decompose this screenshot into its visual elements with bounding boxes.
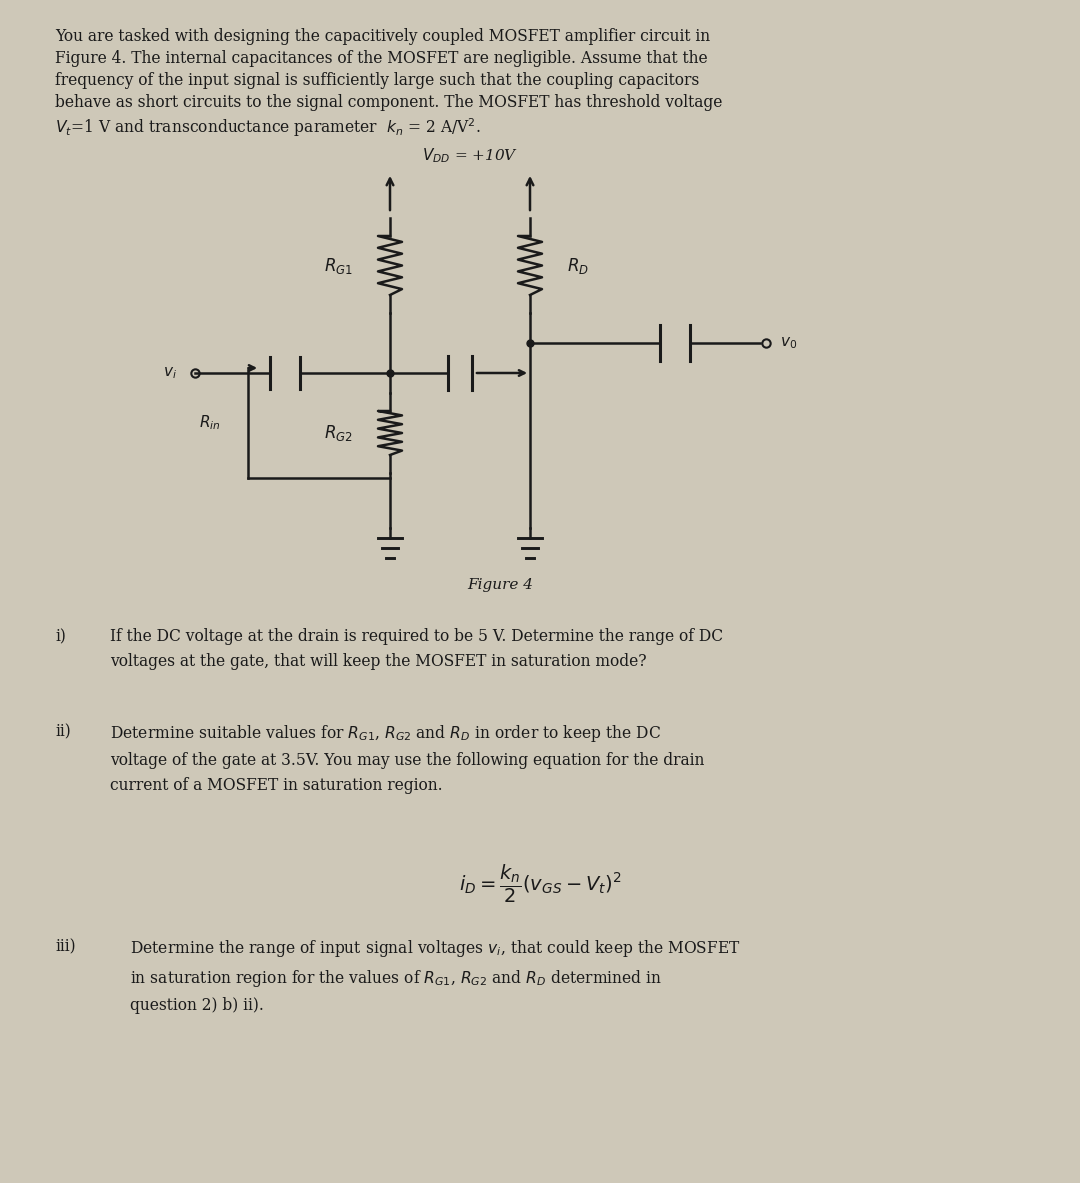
Text: $V_{DD}$ = +10V: $V_{DD}$ = +10V [422, 147, 518, 164]
Text: iii): iii) [55, 938, 76, 955]
Text: $v_i$: $v_i$ [163, 366, 177, 381]
Text: frequency of the input signal is sufficiently large such that the coupling capac: frequency of the input signal is suffici… [55, 72, 699, 89]
Text: $R_{G2}$: $R_{G2}$ [324, 424, 352, 442]
Text: You are tasked with designing the capacitively coupled MOSFET amplifier circuit : You are tasked with designing the capaci… [55, 28, 711, 45]
Text: behave as short circuits to the signal component. The MOSFET has threshold volta: behave as short circuits to the signal c… [55, 93, 723, 111]
Text: $v_0$: $v_0$ [780, 335, 797, 351]
Text: $R_{G1}$: $R_{G1}$ [324, 256, 352, 276]
Text: $R_{in}$: $R_{in}$ [199, 414, 220, 432]
Text: ii): ii) [55, 723, 71, 741]
Text: Figure 4. The internal capacitances of the MOSFET are negligible. Assume that th: Figure 4. The internal capacitances of t… [55, 50, 707, 67]
Text: Figure 4: Figure 4 [467, 578, 534, 592]
Text: Determine the range of input signal voltages $v_i$, that could keep the MOSFET
i: Determine the range of input signal volt… [130, 938, 741, 1014]
Text: $i_D = \dfrac{k_n}{2}(v_{GS} - V_t)^2$: $i_D = \dfrac{k_n}{2}(v_{GS} - V_t)^2$ [459, 864, 621, 905]
Text: $R_D$: $R_D$ [567, 256, 589, 276]
Text: Determine suitable values for $R_{G1}$, $R_{G2}$ and $R_D$ in order to keep the : Determine suitable values for $R_{G1}$, … [110, 723, 704, 794]
Text: If the DC voltage at the drain is required to be 5 V. Determine the range of DC
: If the DC voltage at the drain is requir… [110, 628, 724, 670]
Text: i): i) [55, 628, 66, 645]
Text: $V_t$=1 V and transconductance parameter  $k_n$ = 2 A/V$^2$.: $V_t$=1 V and transconductance parameter… [55, 116, 481, 138]
